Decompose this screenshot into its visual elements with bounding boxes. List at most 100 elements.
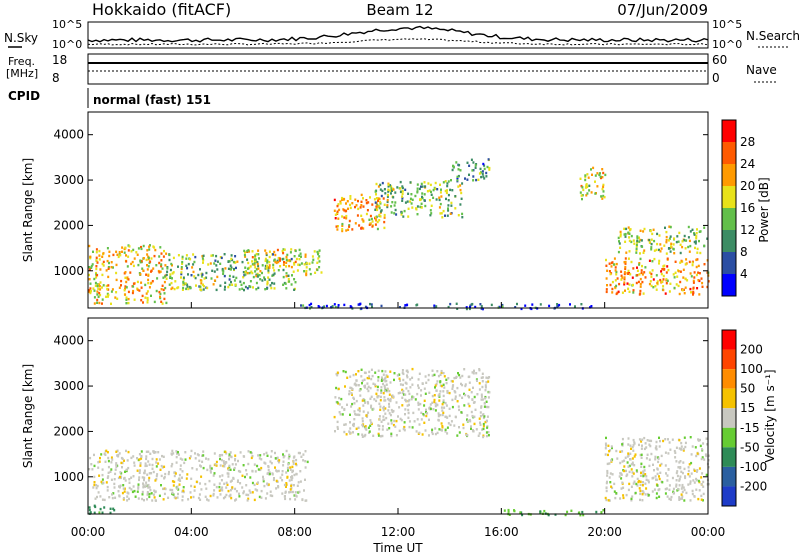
velocity-cell [436, 403, 439, 406]
power-cell [672, 243, 675, 246]
velocity-cell [361, 382, 363, 385]
power-cell [548, 304, 551, 308]
velocity-cell [695, 454, 698, 458]
power-cell [418, 187, 421, 191]
power-cell [308, 262, 311, 265]
power-cell [660, 247, 663, 250]
power-cell [222, 272, 225, 275]
velocity-cell [658, 445, 661, 448]
power-cell [266, 287, 268, 290]
velocity-cell [126, 495, 129, 498]
velocity-cell [401, 391, 404, 395]
power-cell [442, 181, 445, 184]
velocity-cell [481, 376, 484, 379]
power-cell [415, 304, 418, 307]
power-cell [89, 257, 92, 260]
velocity-cell [458, 394, 461, 397]
velocity-cell [113, 478, 116, 481]
power-cell [459, 169, 462, 172]
velocity-cell [639, 489, 642, 493]
power-cell [124, 285, 127, 288]
power-cell [276, 248, 279, 252]
velocity-cell [361, 417, 364, 420]
velocity-cell [404, 381, 407, 384]
velocity-cell [380, 386, 383, 389]
power-cell [118, 286, 121, 289]
velocity-cell [173, 496, 176, 499]
power-cell [142, 269, 145, 272]
velocity-cell [425, 408, 427, 411]
power-cell [457, 214, 460, 217]
velocity-cell [145, 484, 148, 487]
velocity-cell [366, 382, 369, 385]
velocity-cell [187, 498, 190, 501]
velocity-cell [114, 472, 117, 476]
velocity-cell [289, 468, 292, 471]
velocity-cell [360, 375, 363, 378]
power-cell [144, 296, 147, 299]
velocity-cell [630, 499, 633, 502]
power-cell [656, 242, 659, 246]
power-cell [349, 206, 352, 210]
nave-label: Nave [746, 63, 777, 77]
power-cell [376, 227, 379, 231]
power-cell [477, 178, 480, 181]
velocity-cell [623, 459, 626, 462]
velocity-cell [370, 368, 373, 371]
power-cell [635, 243, 638, 247]
power-cell [216, 268, 219, 271]
velocity-cell [97, 491, 100, 494]
velocity-cell [253, 483, 256, 487]
power-cell [228, 260, 231, 263]
velocity-cell [148, 472, 151, 475]
velocity-cell [96, 495, 98, 499]
velocity-y-label: Slant Range [km] [21, 364, 35, 468]
velocity-cell [368, 376, 370, 380]
velocity-cell [155, 465, 158, 468]
velocity-cell [239, 470, 242, 473]
power-cell [285, 255, 288, 259]
power-cell [247, 261, 250, 265]
velocity-cell [401, 371, 404, 374]
power-cell [282, 263, 285, 266]
velocity-cell [336, 427, 339, 430]
power-cell [268, 260, 271, 264]
velocity-cell [664, 438, 667, 441]
power-cell [627, 269, 630, 273]
power-cell [341, 224, 344, 227]
power-cell [268, 278, 271, 281]
power-cell [386, 205, 389, 209]
power-cell [271, 281, 273, 285]
velocity-cell [452, 384, 455, 387]
velocity-cell [395, 401, 398, 404]
power-cell [94, 281, 97, 285]
power-cell [439, 183, 441, 186]
velocity-cell [93, 504, 96, 507]
velocity-cell [470, 410, 473, 414]
velocity-cell [423, 399, 426, 402]
power-cell [243, 249, 246, 253]
power-cell [440, 188, 442, 191]
velocity-cell [295, 458, 298, 462]
velocity-cell [264, 497, 267, 500]
velocity-cell [361, 435, 364, 438]
velocity-cell [146, 473, 149, 476]
power-cell [455, 302, 458, 305]
velocity-cell [424, 429, 427, 432]
velocity-cell [382, 373, 385, 376]
power-cell [639, 257, 642, 261]
velocity-cell [223, 462, 226, 465]
power-cell [160, 288, 163, 291]
colorbar-tick-label: -50 [740, 440, 760, 454]
velocity-cell [95, 486, 98, 490]
velocity-cell [137, 497, 140, 500]
velocity-cell [423, 421, 426, 424]
velocity-cell [144, 485, 147, 488]
power-cell [424, 204, 427, 208]
velocity-cell [451, 385, 454, 388]
velocity-cell [110, 478, 113, 481]
power-cell [449, 188, 452, 192]
velocity-cell [646, 453, 649, 456]
velocity-cell [681, 495, 684, 498]
velocity-cell [222, 496, 225, 500]
